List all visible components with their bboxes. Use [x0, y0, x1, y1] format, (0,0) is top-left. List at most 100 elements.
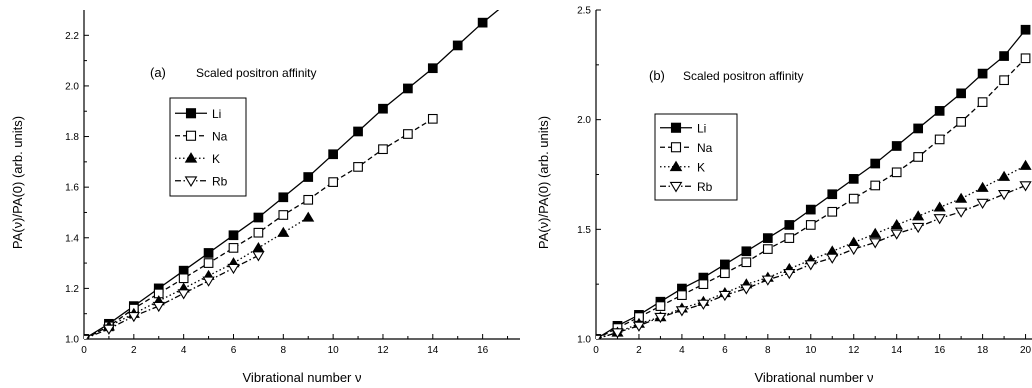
x-tick-label: 8: [281, 345, 287, 356]
data-point: [677, 290, 687, 300]
plot-area: [84, 10, 500, 339]
series-li: [84, 10, 500, 339]
legend-label: Rb: [212, 174, 228, 188]
data-point: [718, 290, 731, 302]
data-point: [202, 276, 215, 287]
series-rb: [596, 181, 1032, 339]
x-tick-label: 0: [81, 345, 87, 356]
x-tick-label: 12: [377, 345, 389, 356]
y-tick-label: 2.5: [577, 6, 591, 17]
data-point: [976, 181, 989, 192]
data-point: [228, 243, 239, 253]
data-point: [933, 201, 946, 212]
x-tick-label: 4: [679, 345, 685, 356]
data-point: [741, 246, 752, 257]
data-point: [912, 222, 925, 234]
data-point: [127, 312, 140, 323]
x-tick-label: 14: [427, 345, 439, 356]
data-point: [870, 158, 881, 169]
data-point: [353, 126, 363, 137]
legend-marker: [184, 176, 198, 187]
data-point: [934, 106, 945, 116]
series-line: [84, 10, 500, 339]
x-tick-label: 6: [722, 345, 728, 356]
data-point: [427, 63, 438, 74]
data-point: [654, 312, 667, 324]
data-point: [697, 299, 710, 310]
data-point: [328, 177, 338, 187]
panel-a: 0 2 4 6 8 10 12 14 16 1.0 1.2 1.4 1.6 1.8 2.0 2.2 Vibrat…: [10, 10, 520, 385]
y-tick-label: 2.2: [65, 31, 79, 42]
y-tick-label: 1.0: [577, 335, 591, 346]
x-tick-label: 10: [805, 345, 817, 356]
data-point: [827, 206, 838, 217]
data-point: [869, 227, 882, 238]
data-point: [784, 233, 795, 243]
data-point: [278, 192, 289, 203]
data-point: [804, 260, 817, 271]
data-point: [956, 88, 966, 99]
data-point: [977, 68, 988, 79]
data-point: [826, 253, 839, 264]
x-tick-label: 2: [131, 345, 137, 356]
data-point: [784, 220, 795, 230]
legend-marker: [670, 122, 682, 133]
data-point: [847, 244, 860, 256]
data-point: [934, 134, 945, 145]
series-line: [84, 216, 309, 339]
panel-b: 0 2 4 6 8 10 12 14 16 18 20 1.0 1.5 2.0 2.5 Vibrational…: [536, 6, 1032, 385]
y-axis-title: PA(ν)/PA(0) (arb. units): [10, 116, 25, 249]
data-point: [177, 289, 190, 300]
data-point: [253, 227, 264, 238]
y-tick-label: 1.2: [65, 284, 79, 295]
data-point: [826, 245, 839, 256]
x-tick-label: 4: [181, 345, 187, 356]
legend-marker: [669, 181, 683, 193]
chart-title: Scaled positron affinity: [683, 69, 804, 83]
data-point: [740, 284, 753, 295]
legend-label: Li: [212, 107, 221, 121]
data-point: [720, 268, 730, 279]
data-point: [302, 211, 315, 222]
data-point: [253, 212, 264, 223]
plot-area: [596, 24, 1032, 339]
data-point: [805, 204, 816, 215]
data-point: [848, 174, 859, 184]
series-na: [596, 53, 1031, 339]
data-point: [720, 259, 730, 270]
legend: Li Na K Rb: [169, 97, 247, 197]
panel-label: (a): [150, 65, 166, 80]
data-point: [178, 273, 189, 284]
y-tick-label: 1.4: [65, 233, 79, 244]
y-tick-label: 2.0: [577, 115, 591, 126]
data-point: [998, 170, 1011, 181]
legend-label: Li: [697, 121, 706, 135]
x-tick-label: 12: [848, 345, 860, 356]
data-point: [890, 229, 903, 240]
data-point: [84, 334, 91, 339]
x-tick-label: 20: [1020, 345, 1032, 356]
data-point: [870, 180, 881, 191]
data-point: [328, 149, 338, 160]
data-point: [954, 207, 968, 218]
data-point: [933, 214, 946, 225]
data-point: [353, 162, 363, 172]
data-point: [278, 210, 289, 220]
data-point: [403, 129, 413, 139]
x-axis-title: Vibrational number ν: [243, 370, 362, 385]
x-tick-label: 16: [934, 345, 946, 356]
data-point: [891, 167, 902, 178]
legend: Li Na K Rb: [654, 113, 738, 201]
data-point: [890, 219, 903, 230]
data-point: [611, 328, 624, 339]
series-rb: [84, 251, 265, 339]
data-point: [403, 83, 413, 94]
x-tick-label: 18: [977, 345, 989, 356]
legend-box: [169, 97, 247, 197]
legend-label: Na: [697, 141, 713, 155]
y-tick-label: 1.0: [65, 335, 79, 346]
panel-label: (b): [649, 68, 665, 83]
data-point: [741, 257, 752, 268]
x-tick-label: 10: [328, 345, 340, 356]
chart-title: Scaled positron affinity: [196, 66, 317, 80]
